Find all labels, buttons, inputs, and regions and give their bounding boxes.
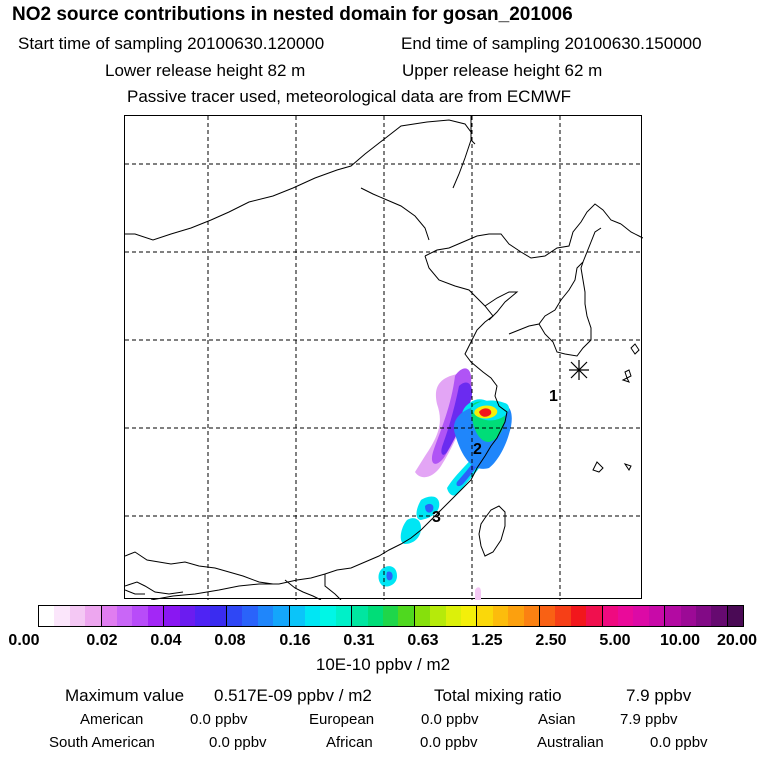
colorbar-tick-10: 10.00 bbox=[659, 632, 701, 649]
marker-2-label: 2 bbox=[473, 441, 482, 458]
colorbar-swatch bbox=[540, 606, 556, 626]
colorbar-tick-9: 5.00 bbox=[599, 632, 631, 649]
region-american-value: 0.0 ppbv bbox=[190, 711, 248, 728]
colorbar-swatch bbox=[210, 606, 227, 626]
colorbar-swatch bbox=[460, 606, 478, 626]
receptor-star-icon bbox=[569, 360, 589, 380]
plume-south-core bbox=[425, 503, 434, 513]
region-american-label: American bbox=[80, 711, 144, 728]
colorbar-swatch bbox=[711, 606, 728, 626]
colorbar-tick-5: 0.31 bbox=[343, 632, 375, 649]
colorbar-swatch bbox=[570, 606, 587, 626]
colorbar-swatch bbox=[54, 606, 70, 626]
colorbar-swatch bbox=[367, 606, 383, 626]
colorbar-swatch bbox=[492, 606, 509, 626]
colorbar-tick-8: 2.50 bbox=[535, 632, 567, 649]
region-european-value: 0.0 ppbv bbox=[421, 711, 479, 728]
colorbar-swatch bbox=[289, 606, 305, 626]
colorbar-swatch bbox=[696, 606, 712, 626]
colorbar-tick-7: 1.25 bbox=[471, 632, 503, 649]
total-mixing-label: Total mixing ratio bbox=[434, 686, 562, 705]
upper-release-height: Upper release height 62 m bbox=[402, 61, 603, 80]
colorbar-swatch bbox=[430, 606, 446, 626]
region-australian-label: Australian bbox=[537, 734, 604, 751]
colorbar-swatch bbox=[147, 606, 165, 626]
colorbar-swatch bbox=[117, 606, 133, 626]
colorbar-tick-4: 0.16 bbox=[279, 632, 311, 649]
colorbar-swatch bbox=[602, 606, 619, 626]
region-african-label: African bbox=[326, 734, 373, 751]
colorbar-swatch bbox=[69, 606, 86, 626]
colorbar-swatch bbox=[445, 606, 461, 626]
plume-cyan-band bbox=[447, 404, 508, 496]
lower-release-height: Lower release height 82 m bbox=[105, 61, 306, 80]
colorbar-swatch bbox=[164, 606, 180, 626]
colorbar-swatch bbox=[508, 606, 524, 626]
colorbar-swatch bbox=[414, 606, 431, 626]
colorbar-swatch bbox=[179, 606, 196, 626]
colorbar-tick-11: 20.00 bbox=[716, 632, 758, 649]
colorbar bbox=[38, 605, 744, 627]
colorbar-swatch bbox=[648, 606, 666, 626]
concentration-plume bbox=[378, 368, 512, 600]
plume-edge-pink bbox=[475, 587, 481, 600]
colorbar-swatch bbox=[477, 606, 493, 626]
marker-3-label: 3 bbox=[432, 509, 441, 526]
plume-hotspot-red bbox=[479, 408, 492, 417]
map-panel: 1 2 3 bbox=[124, 115, 643, 600]
plume-south-mid bbox=[400, 518, 421, 544]
colorbar-swatch bbox=[320, 606, 336, 626]
region-south-american-value: 0.0 ppbv bbox=[209, 734, 267, 751]
region-european-label: European bbox=[309, 711, 375, 728]
colorbar-swatch bbox=[85, 606, 102, 626]
chart-title: NO2 source contributions in nested domai… bbox=[12, 4, 573, 25]
region-asian-label: Asian bbox=[538, 711, 576, 728]
colorbar-swatch bbox=[226, 606, 243, 626]
colorbar-swatch bbox=[304, 606, 321, 626]
colorbar-swatch bbox=[335, 606, 353, 626]
colorbar-swatch bbox=[633, 606, 649, 626]
colorbar-swatch bbox=[132, 606, 148, 626]
colorbar-swatch bbox=[618, 606, 634, 626]
region-south-american-label: South American bbox=[49, 734, 155, 751]
colorbar-tick-3: 0.08 bbox=[214, 632, 246, 649]
total-mixing-value: 7.9 ppbv bbox=[626, 686, 692, 705]
marker-1-label: 1 bbox=[549, 388, 558, 405]
colorbar-tick-1: 0.02 bbox=[86, 632, 118, 649]
max-value: 0.517E-09 ppbv / m2 bbox=[214, 686, 372, 705]
colorbar-swatch bbox=[523, 606, 540, 626]
colorbar-tick-0: 0.00 bbox=[8, 632, 40, 649]
plume-isolated-core bbox=[386, 571, 393, 581]
colorbar-swatch bbox=[195, 606, 211, 626]
coastlines-borders bbox=[125, 116, 643, 600]
colorbar-swatch bbox=[257, 606, 274, 626]
lat-lon-grid bbox=[125, 116, 643, 600]
colorbar-swatch bbox=[382, 606, 399, 626]
tracer-note: Passive tracer used, meteorological data… bbox=[127, 87, 572, 106]
colorbar-swatch bbox=[242, 606, 258, 626]
colorbar-swatch bbox=[555, 606, 571, 626]
map-canvas: 1 2 3 bbox=[125, 116, 643, 600]
region-australian-value: 0.0 ppbv bbox=[650, 734, 708, 751]
colorbar-swatch bbox=[352, 606, 368, 626]
end-time-label: End time of sampling 20100630.150000 bbox=[401, 34, 702, 53]
colorbar-swatch bbox=[39, 606, 55, 626]
colorbar-units: 10E-10 ppbv / m2 bbox=[315, 655, 451, 674]
colorbar-swatch bbox=[398, 606, 415, 626]
colorbar-swatch bbox=[101, 606, 118, 626]
colorbar-swatch bbox=[586, 606, 603, 626]
region-asian-value: 7.9 ppbv bbox=[620, 711, 678, 728]
start-time-label: Start time of sampling 20100630.120000 bbox=[18, 34, 325, 53]
colorbar-swatch bbox=[665, 606, 681, 626]
colorbar-tick-2: 0.04 bbox=[150, 632, 182, 649]
colorbar-swatch bbox=[727, 606, 744, 626]
colorbar-tick-6: 0.63 bbox=[407, 632, 439, 649]
max-value-label: Maximum value bbox=[65, 686, 185, 705]
colorbar-swatch bbox=[680, 606, 697, 626]
colorbar-swatch bbox=[273, 606, 290, 626]
region-african-value: 0.0 ppbv bbox=[420, 734, 478, 751]
